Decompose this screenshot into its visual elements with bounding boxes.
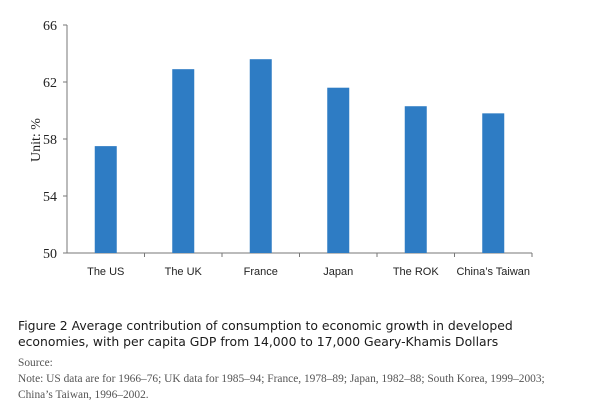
- bar: [94, 146, 117, 253]
- note-text: Note: US data are for 1966–76; UK data f…: [18, 373, 545, 401]
- x-tick-label: The UK: [165, 266, 203, 278]
- x-tick-label: China’s Taiwan: [456, 266, 530, 278]
- bar: [404, 106, 427, 253]
- y-tick-label: 50: [43, 247, 57, 262]
- y-tick-label: 54: [43, 190, 57, 205]
- y-tick-label: 62: [43, 76, 57, 91]
- y-tick-label: 58: [43, 133, 57, 148]
- source-line: Source:: [18, 357, 53, 369]
- x-tick-labels: The US The UK France Japan The ROK China’s Ta…: [87, 266, 530, 278]
- y-tick-labels: 50 54 58 62 66: [43, 19, 57, 262]
- x-tick-label: The ROK: [393, 266, 440, 278]
- chart-bars: [94, 59, 505, 254]
- bar: [172, 69, 195, 253]
- y-axis-label: Unit: %: [29, 118, 44, 162]
- x-tick-label: France: [244, 266, 278, 278]
- bar: [249, 59, 272, 254]
- x-tick-label: Japan: [323, 266, 353, 278]
- chart-axes: [63, 24, 533, 257]
- bar-chart: The US The UK France Japan The ROK China’s Ta…: [29, 19, 533, 278]
- y-tick-label: 66: [43, 19, 57, 34]
- x-tick-label: The US: [87, 266, 124, 278]
- bar: [482, 113, 505, 253]
- figure-caption: Figure 2 Average contribution of consump…: [18, 318, 513, 349]
- bar: [327, 87, 350, 253]
